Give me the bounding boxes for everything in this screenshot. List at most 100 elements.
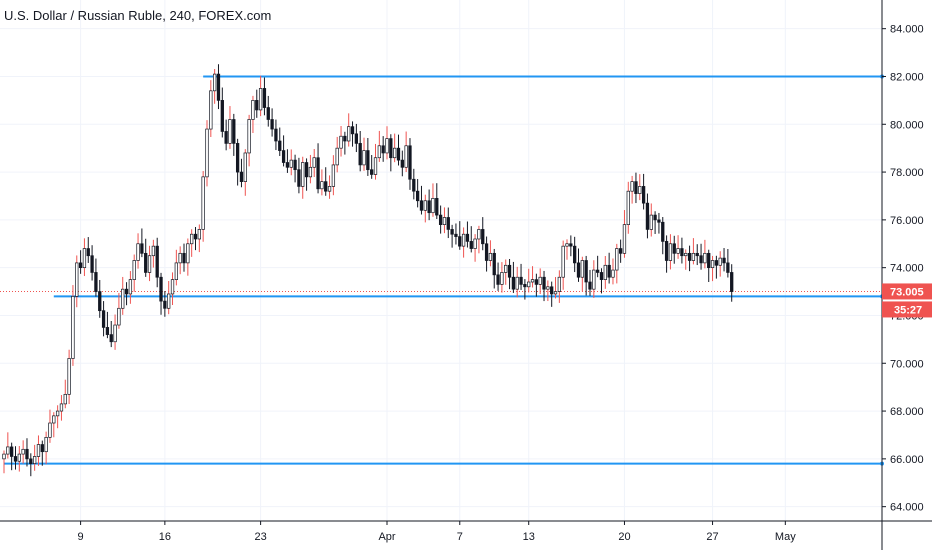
candle-body xyxy=(607,264,611,278)
candle-body xyxy=(262,88,267,108)
candle-body xyxy=(186,243,190,264)
candle-body xyxy=(59,403,64,412)
candle-body xyxy=(684,252,688,257)
candle-body xyxy=(519,276,523,285)
candle-body xyxy=(542,276,546,290)
candle-body xyxy=(446,217,450,230)
candle-body xyxy=(48,422,52,438)
candle-body xyxy=(603,264,607,280)
candle-body xyxy=(140,243,144,254)
candle-body xyxy=(167,293,171,309)
horizontal-lines[interactable] xyxy=(4,74,884,466)
candle-body xyxy=(362,150,366,166)
candle-body xyxy=(584,260,588,283)
candle-body xyxy=(82,248,87,269)
candle-body xyxy=(595,269,600,273)
candle-body xyxy=(281,150,286,163)
candle-body xyxy=(36,444,41,457)
candle-body xyxy=(534,279,539,285)
candle-body xyxy=(213,73,217,92)
candle-body xyxy=(63,393,67,405)
candle-body xyxy=(55,410,60,417)
candle-body xyxy=(626,190,630,226)
candle-body xyxy=(710,260,715,269)
candle-body xyxy=(450,229,454,235)
candle-body xyxy=(75,262,79,297)
candle-body xyxy=(618,248,623,254)
candle-body xyxy=(232,119,236,144)
candle-body xyxy=(71,295,75,359)
candle-body xyxy=(599,272,604,280)
price-tag-box xyxy=(882,283,932,300)
candle-body xyxy=(136,243,140,261)
candle-body xyxy=(247,119,251,154)
price-axis[interactable]: 64.00066.00068.00070.00072.00074.00076.0… xyxy=(881,0,924,550)
candle-body xyxy=(239,171,244,182)
price-tick-label: 76.000 xyxy=(890,215,924,227)
candle-body xyxy=(132,260,136,280)
candle-body xyxy=(159,276,163,302)
candle-body xyxy=(668,243,673,261)
candle-body xyxy=(641,186,646,204)
candle-body xyxy=(301,162,305,187)
candle-body xyxy=(86,248,90,257)
candle-body xyxy=(565,243,569,247)
candle-body xyxy=(98,291,102,312)
candle-body xyxy=(527,281,531,288)
candle-body xyxy=(293,159,297,171)
candle-body xyxy=(320,181,324,190)
candle-body xyxy=(304,162,309,178)
candle-body xyxy=(676,248,680,254)
candle-body xyxy=(90,255,94,273)
candle-body xyxy=(454,233,458,237)
candle-body xyxy=(672,243,676,254)
time-tick-label: 23 xyxy=(254,531,266,543)
price-tick-label: 64.000 xyxy=(890,502,924,514)
candle-body xyxy=(615,248,619,271)
candle-body xyxy=(484,243,489,261)
candle-body xyxy=(377,145,381,159)
time-tick-label: 9 xyxy=(78,531,84,543)
candle-body xyxy=(94,272,98,292)
candle-body xyxy=(412,178,416,192)
candle-body xyxy=(703,252,707,264)
candle-body xyxy=(258,88,263,111)
candle-body xyxy=(400,159,404,168)
candle-body xyxy=(500,272,504,285)
candle-body xyxy=(419,200,424,211)
candle-body xyxy=(573,245,577,264)
candle-body xyxy=(147,255,152,273)
candle-body xyxy=(216,73,221,101)
candle-body xyxy=(78,262,83,269)
candle-body xyxy=(458,236,462,247)
current-price-tag: 73.005 35:27 xyxy=(882,283,932,318)
candle-body xyxy=(707,252,711,269)
candle-body xyxy=(408,145,412,180)
candle-body xyxy=(339,135,343,149)
candle-body xyxy=(105,327,110,335)
candle-body xyxy=(550,286,554,295)
candle-body xyxy=(29,458,33,464)
candle-body xyxy=(117,307,121,326)
price-tick-label: 74.000 xyxy=(890,263,924,275)
candle-body xyxy=(722,257,726,264)
candle-body xyxy=(243,152,247,182)
price-tick-label: 84.000 xyxy=(890,24,924,36)
candle-body xyxy=(415,190,420,202)
price-tick-label: 68.000 xyxy=(890,406,924,418)
candle-body xyxy=(128,279,133,295)
candle-body xyxy=(121,288,125,309)
candle-body xyxy=(726,262,730,273)
candle-body xyxy=(6,446,10,455)
countdown-tag-box xyxy=(882,301,932,318)
candle-body xyxy=(21,448,25,455)
candle-body xyxy=(343,135,347,142)
candle-body xyxy=(680,248,684,257)
candle-body xyxy=(385,138,389,154)
time-axis[interactable]: 9 16 23 Apr 7 13 20 27 May xyxy=(0,520,932,543)
price-tick-label: 80.000 xyxy=(890,119,924,131)
candle-body xyxy=(730,272,734,292)
candle-body xyxy=(504,264,508,273)
countdown-tag-value: 35:27 xyxy=(894,304,922,316)
